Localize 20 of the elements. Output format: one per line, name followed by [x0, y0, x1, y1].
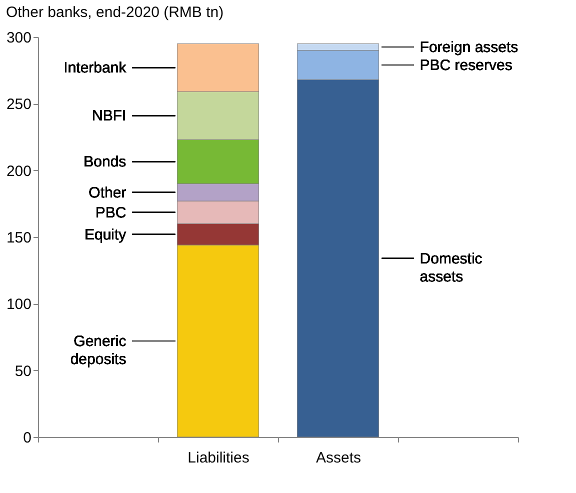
text: PBC reserves [420, 57, 512, 74]
text: Equity [84, 226, 127, 244]
y-tick-label: 250 [6, 96, 32, 114]
text: Generic deposits [70, 333, 127, 368]
y-tick-label: 200 [6, 162, 32, 180]
y-tick-label: 0 [23, 430, 32, 446]
text: Bonds [84, 154, 126, 171]
x-tick-label: Liabilities [188, 450, 250, 466]
chart-title: Other banks, end-2020 (RMB tn) [6, 4, 224, 21]
y-tick-label: 300 [6, 30, 32, 46]
x-tick-label: Assets [316, 450, 362, 466]
text: Interbank [64, 60, 127, 77]
y-tick-label: 150 [6, 230, 32, 246]
text: Domestic assets [420, 250, 483, 286]
y-tick-label: 50 [14, 362, 32, 380]
text: Other [88, 184, 126, 202]
text: Foreign assets [420, 39, 518, 56]
text: PBC [95, 204, 126, 222]
y-tick-label: 100 [6, 296, 32, 314]
text: NBFI [92, 108, 126, 125]
